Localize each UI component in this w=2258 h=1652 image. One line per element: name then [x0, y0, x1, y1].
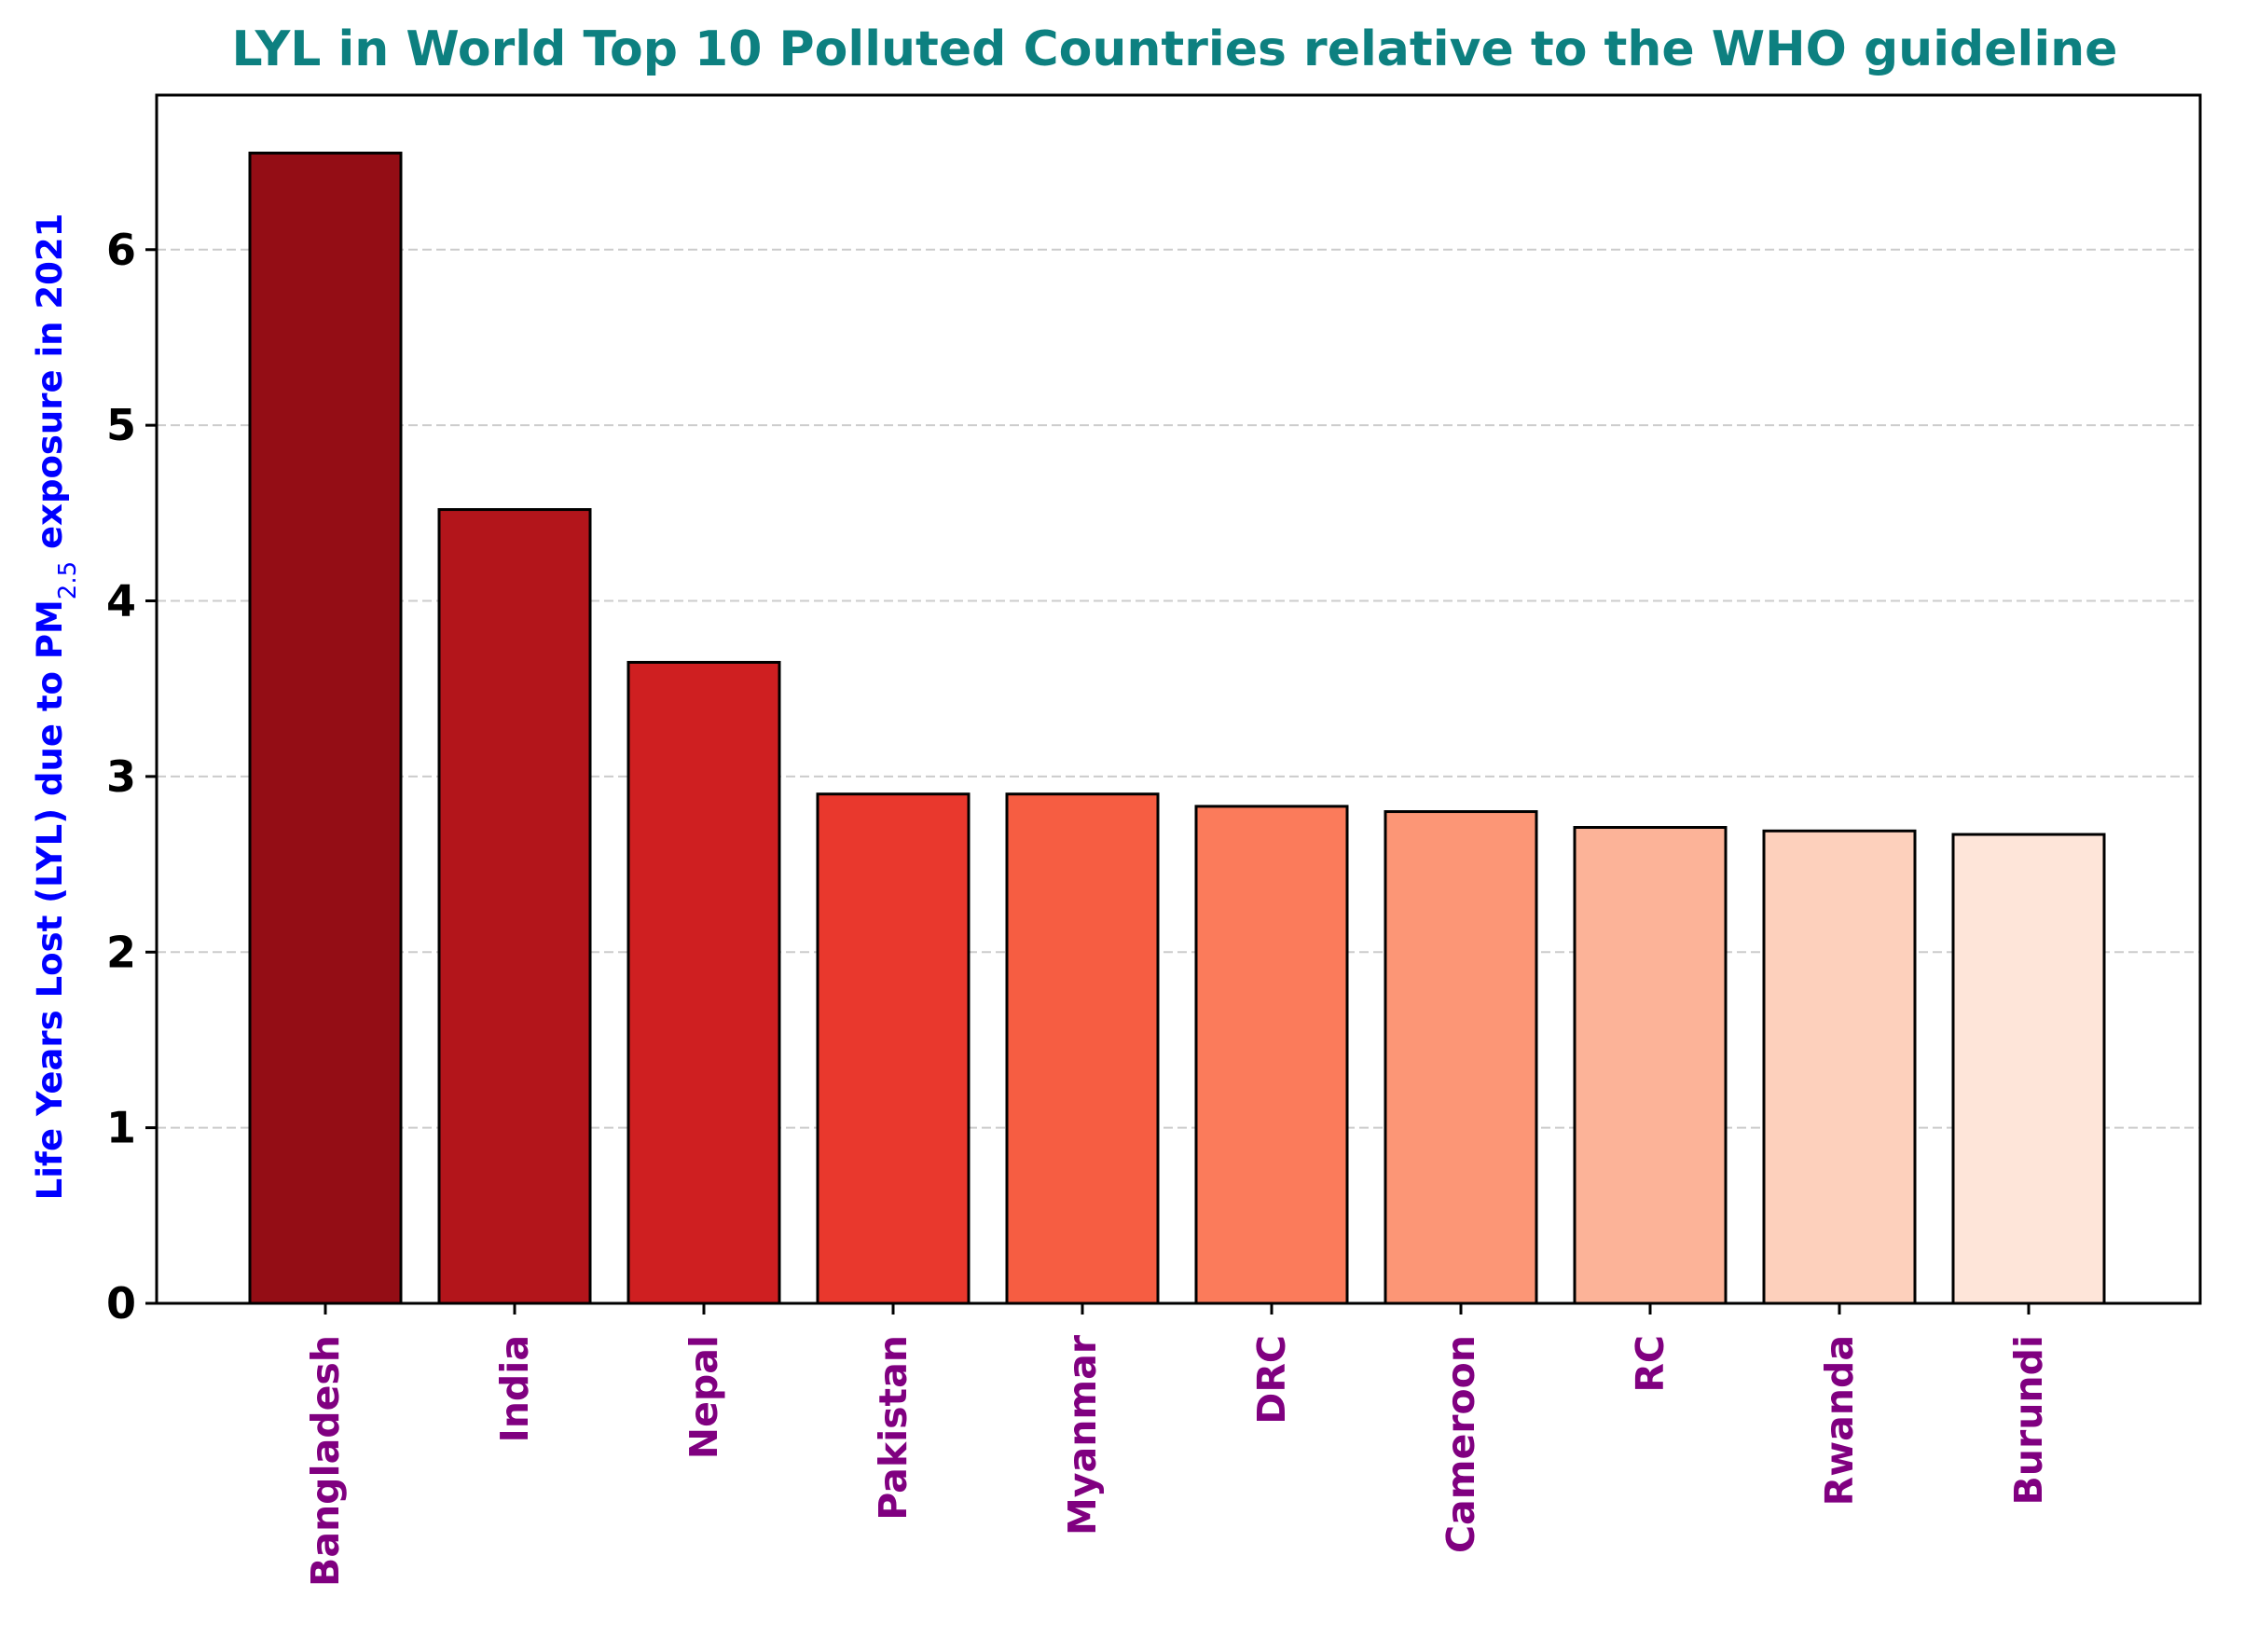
y-axis-label-prefix: Life Years Lost (LYL) due to PM [30, 599, 70, 1200]
bar-bangladesh [248, 151, 403, 1305]
x-tick-label: DRC [1249, 1335, 1294, 1425]
x-tick-label: Pakistan [871, 1335, 916, 1521]
plot-area-frame [155, 93, 2202, 1305]
y-axis-label: Life Years Lost (LYL) due to PM2.5 expos… [30, 213, 82, 1201]
x-tick-label: Burundi [2006, 1335, 2051, 1505]
x-tick-label: Rwanda [1817, 1335, 1862, 1506]
bar-burundi [1951, 833, 2106, 1305]
y-tick-label: 5 [106, 400, 136, 450]
y-axis-label-subscript: 2.5 [54, 561, 82, 599]
bar-rwanda [1762, 829, 1917, 1305]
bar-rc [1573, 826, 1728, 1305]
y-tick-label: 4 [106, 576, 136, 626]
chart-title: LYL in World Top 10 Polluted Countries r… [232, 21, 2118, 77]
y-tick-label: 2 [106, 927, 136, 977]
y-axis-label-suffix: exposure in 2021 [30, 213, 70, 561]
bar-india [437, 508, 592, 1305]
y-tick-label: 6 [106, 225, 136, 275]
y-tick-label: 3 [106, 751, 136, 802]
x-tick-label: RC [1628, 1335, 1673, 1393]
bar-nepal [626, 660, 781, 1305]
bar-drc [1194, 805, 1349, 1305]
bar-cameroon [1384, 810, 1538, 1305]
x-tick-label: Cameroon [1439, 1335, 1483, 1553]
x-tick-label: India [492, 1335, 537, 1443]
bar-pakistan [816, 792, 971, 1305]
bars [248, 151, 2106, 1305]
bar-myanmar [1005, 792, 1160, 1305]
y-tick-label: 1 [106, 1103, 136, 1153]
y-tick-label: 0 [106, 1278, 136, 1328]
x-axis-ticks: Bangladesh India Nepal Pakistan Myanmar DRC Ca… [303, 1303, 2051, 1587]
y-axis-ticks: 0 1 2 3 4 5 6 [106, 225, 157, 1328]
x-tick-label: Bangladesh [303, 1335, 348, 1587]
x-tick-label: Nepal [682, 1335, 726, 1459]
x-tick-label: Myanmar [1060, 1334, 1105, 1535]
